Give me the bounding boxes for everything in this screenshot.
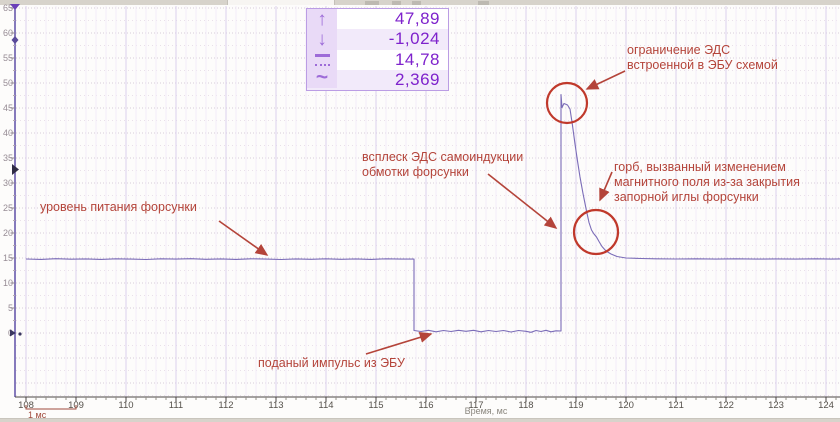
max-arrow-up-icon: ↑ (307, 9, 337, 30)
toolbar-button-fragment[interactable] (478, 1, 489, 5)
x-tick-label: 119 (568, 400, 583, 411)
annotation-supply-level-arrow (218, 220, 269, 256)
scale-bracket-label: 1 мс (28, 410, 47, 420)
min-arrow-down-icon: ↓ (307, 29, 337, 50)
level-diamond-marker[interactable] (11, 36, 19, 44)
x-tick-label: 122 (718, 400, 734, 411)
y-tick-label: 45 (3, 103, 13, 113)
y-tick-label: 20 (3, 228, 13, 238)
x-axis-caption: Время, мс (465, 406, 508, 416)
y-tick-label: 60 (3, 28, 13, 38)
annotation-overlay (218, 70, 626, 355)
x-tick-label: 114 (318, 400, 333, 411)
annotation-self-induction-arrow (487, 173, 558, 229)
annotation-supply-level: уровень питания форсунки (40, 200, 197, 215)
annotation-emf-limit: ограничение ЭДС встроенной в ЭБУ схемой (627, 43, 778, 73)
y-tick-label: 15 (3, 253, 13, 263)
statusbar-sliver (0, 418, 840, 422)
annotation-self-induction: всплеск ЭДС самоиндукции обмотки форсунки (362, 150, 523, 180)
measurement-row-min: ↓ -1,024 (307, 29, 448, 50)
y-tick-label: 10 (3, 278, 13, 288)
x-tick-label: 113 (268, 400, 283, 411)
annotation-emf-limit-line: ограничение ЭДС (627, 43, 731, 57)
axis-markers[interactable] (10, 4, 22, 337)
toolbar-sliver (0, 0, 840, 5)
x-tick-label: 118 (518, 400, 533, 411)
annotation-hump-line: запорной иглы форсунки (614, 190, 759, 204)
ripple-value: 2,369 (394, 69, 440, 89)
measurement-row-max: ↑ 47,89 (307, 9, 448, 30)
x-tick-label: 111 (169, 400, 183, 411)
x-tick-label: 115 (368, 400, 383, 411)
y-tick-label: 30 (3, 178, 13, 188)
min-value: -1,024 (388, 29, 440, 49)
x-tick-label: 120 (618, 400, 634, 411)
scale-bracket (25, 405, 77, 410)
toolbar-button-fragment[interactable] (392, 1, 401, 5)
axes: 0510152025303540455055606510810911011111… (3, 3, 840, 420)
y-tick-label: 50 (3, 78, 13, 88)
y-tick-label: 40 (3, 128, 13, 138)
zero-level-marker[interactable] (10, 329, 16, 337)
x-tick-label: 123 (768, 400, 784, 411)
annotation-hump-arrow (599, 171, 613, 202)
annotation-emf-limit-arrow (585, 70, 626, 90)
y-tick-label: 55 (3, 53, 13, 63)
annotation-ecu-pulse-line: поданый импульс из ЭБУ (258, 356, 405, 370)
annotation-self-induction-line: обмотки форсунки (362, 165, 469, 179)
measurement-row-average: 14,78 (307, 49, 448, 70)
circle-hump (572, 208, 620, 256)
circle-spike-top (545, 81, 589, 125)
annotation-hump-line: горб, вызванный изменением (614, 160, 786, 174)
annotation-self-induction-line: всплеск ЭДС самоиндукции (362, 150, 524, 164)
x-tick-label: 124 (818, 400, 834, 411)
toolbar-button-fragment[interactable] (412, 1, 421, 5)
x-tick-label: 117 (468, 400, 483, 411)
average-level-icon (307, 49, 337, 70)
ripple-tilde-icon: ~ (307, 67, 337, 89)
annotation-hump-line: магнитного поля из-за закрытия (614, 175, 800, 189)
voltage-waveform (25, 93, 840, 333)
y-tick-label: 65 (3, 3, 13, 13)
measurement-panel: ↑ 47,89 ↓ -1,024 14,78 ~ 2,369 (306, 8, 449, 91)
zero-level-dot[interactable] (18, 332, 22, 336)
max-value: 47,89 (394, 9, 440, 29)
y-tick-label: 35 (3, 153, 13, 163)
x-tick-label: 121 (668, 400, 684, 411)
y-tick-label: 25 (3, 203, 13, 213)
x-tick-label: 112 (218, 400, 233, 411)
channel-arrow-marker[interactable] (12, 164, 19, 175)
y-tick-label: 5 (8, 303, 13, 313)
measurement-row-ripple: ~ 2,369 (307, 67, 448, 90)
x-tick-label: 110 (118, 400, 133, 411)
annotation-supply-level-line: уровень питания форсунки (40, 200, 197, 214)
toolbar-button-fragment[interactable] (365, 1, 379, 5)
annotation-emf-limit-line: встроенной в ЭБУ схемой (627, 58, 778, 72)
injector-voltage-trace (25, 93, 840, 333)
annotation-ecu-pulse: поданый импульс из ЭБУ (258, 356, 405, 371)
annotation-hump: горб, вызванный изменением магнитного пол… (614, 160, 800, 205)
average-value: 14,78 (394, 49, 440, 69)
toolbar-box (227, 0, 335, 5)
x-tick-label: 116 (418, 400, 433, 411)
trigger-top-marker[interactable] (10, 4, 20, 10)
annotation-ecu-pulse-arrow (365, 331, 433, 355)
